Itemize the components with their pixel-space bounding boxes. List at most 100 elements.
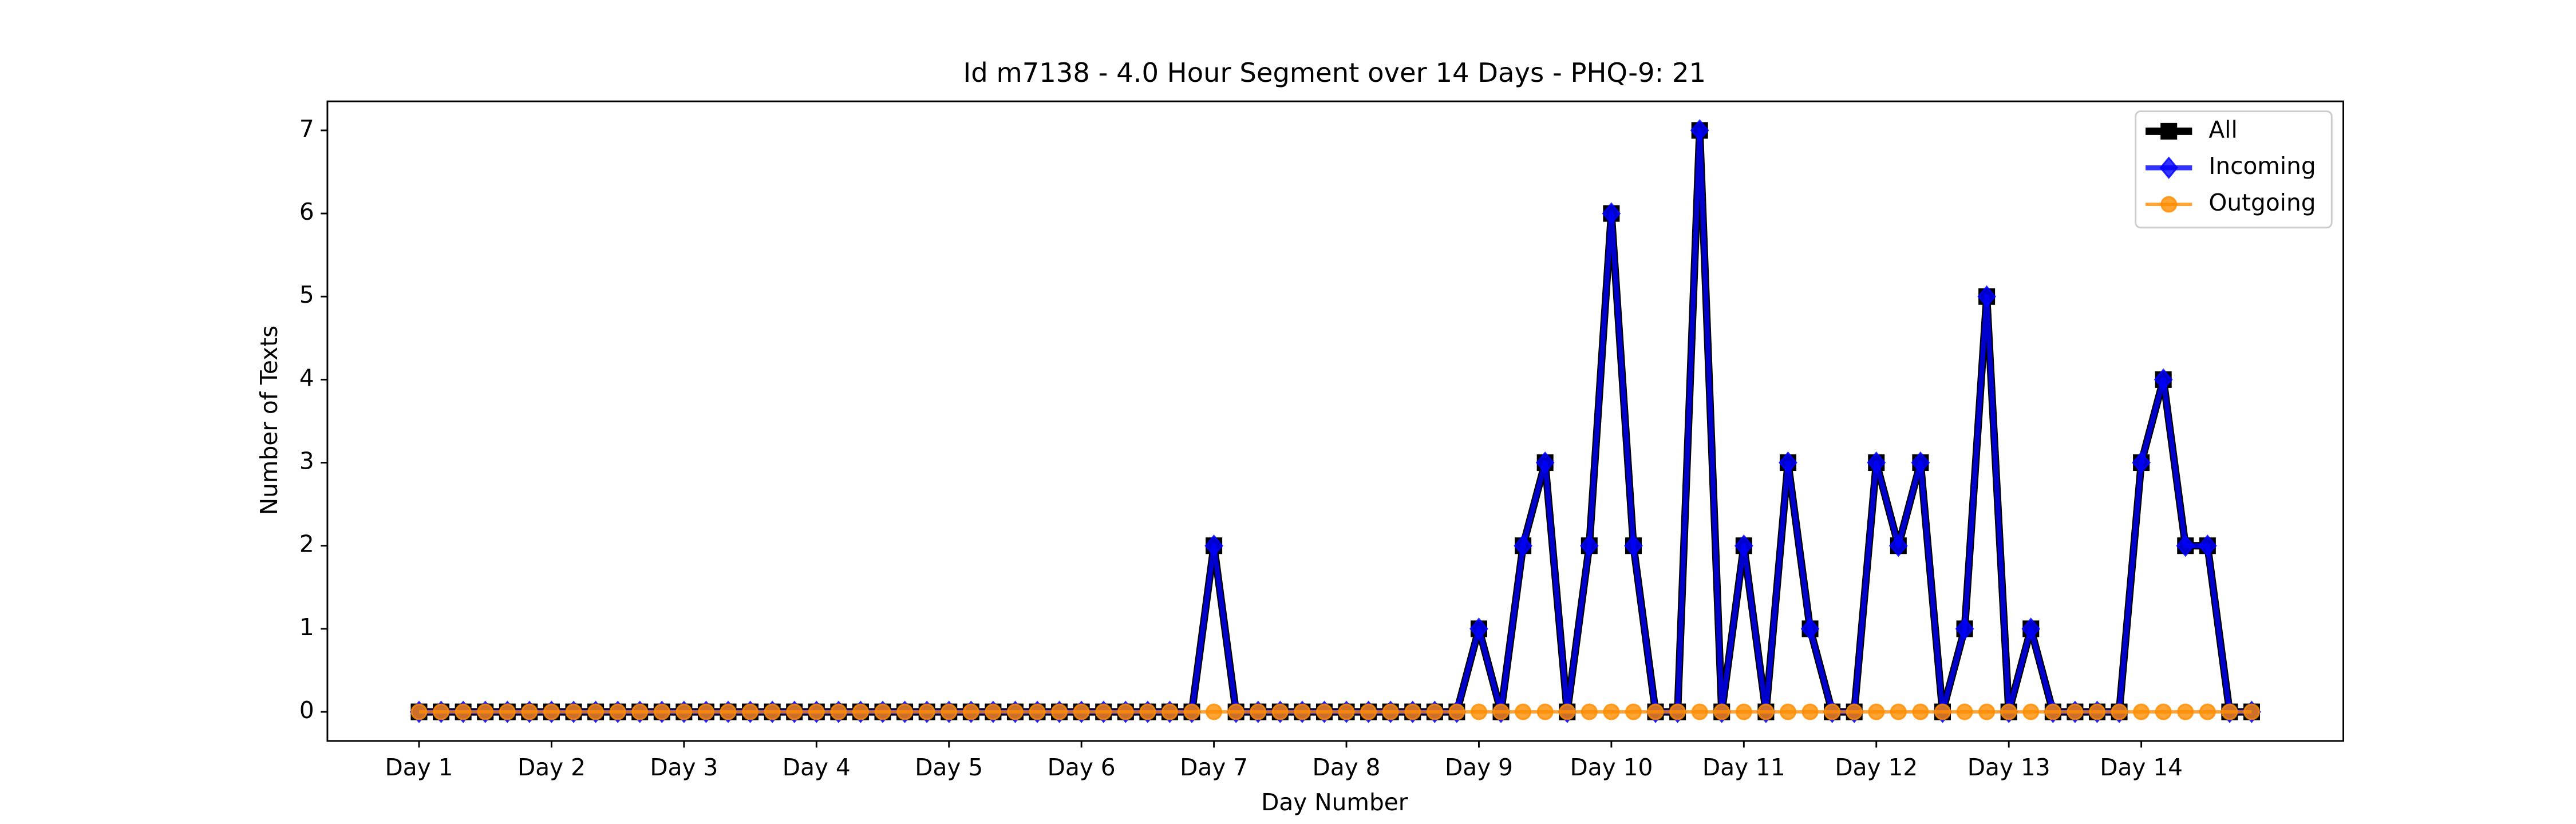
marker <box>2067 703 2084 720</box>
marker <box>1690 119 1709 142</box>
marker <box>1271 703 1289 720</box>
marker <box>2176 534 2195 557</box>
marker <box>1404 703 1421 720</box>
marker <box>985 703 1002 720</box>
marker <box>874 703 891 720</box>
marker <box>1536 703 1554 720</box>
marker <box>2199 703 2216 720</box>
marker <box>2155 703 2172 720</box>
marker <box>2088 703 2105 720</box>
marker <box>1691 703 1708 720</box>
marker <box>1204 534 1224 557</box>
marker <box>896 703 914 720</box>
marker <box>808 703 825 720</box>
y-tick-label: 0 <box>299 696 314 724</box>
marker <box>1514 534 1533 557</box>
marker <box>455 703 472 720</box>
marker <box>1515 703 1532 720</box>
marker <box>1073 703 1090 720</box>
marker <box>2160 196 2178 213</box>
marker <box>2221 703 2238 720</box>
marker <box>1868 703 1885 720</box>
marker <box>1800 617 1820 640</box>
legend-label: All <box>2208 116 2237 143</box>
marker <box>1734 534 1753 557</box>
marker <box>565 703 582 720</box>
marker <box>1867 451 1886 474</box>
y-tick-label: 2 <box>299 530 314 558</box>
plot-frame <box>326 100 2344 742</box>
legend-box <box>2135 110 2333 229</box>
marker <box>697 703 714 720</box>
marker <box>1669 703 1686 720</box>
marker <box>1846 703 1863 720</box>
x-tick-label: Day 4 <box>783 754 851 781</box>
x-tick-label: Day 12 <box>1835 754 1918 781</box>
marker <box>1647 703 1664 720</box>
marker <box>1801 703 1819 720</box>
marker <box>852 703 869 720</box>
marker <box>1978 703 1996 720</box>
marker <box>1581 703 1598 720</box>
x-tick-label: Day 2 <box>517 754 586 781</box>
marker <box>1469 617 1488 640</box>
marker <box>1934 703 1951 720</box>
marker <box>1183 703 1200 720</box>
marker <box>1139 703 1156 720</box>
marker <box>1051 703 1068 720</box>
marker <box>1603 703 1620 720</box>
marker <box>1977 285 1997 308</box>
marker <box>1492 703 1510 720</box>
marker <box>1206 703 1223 720</box>
x-tick-label: Day 5 <box>915 754 983 781</box>
x-tick-label: Day 8 <box>1313 754 1381 781</box>
y-tick-label: 5 <box>299 281 314 308</box>
marker <box>1890 703 1907 720</box>
marker <box>2159 156 2179 179</box>
marker <box>720 703 737 720</box>
marker <box>1161 703 1178 720</box>
marker <box>2000 703 2017 720</box>
marker <box>477 703 494 720</box>
marker <box>653 703 670 720</box>
marker <box>410 703 428 720</box>
marker <box>918 703 935 720</box>
marker <box>2177 703 2194 720</box>
marker <box>1955 617 1974 640</box>
marker <box>786 703 803 720</box>
marker <box>587 703 605 720</box>
marker <box>1535 451 1555 474</box>
y-axis-label: Number of Texts <box>255 326 283 516</box>
y-tick-label: 1 <box>299 613 314 641</box>
marker <box>1315 703 1333 720</box>
marker <box>1824 703 1841 720</box>
marker <box>1448 703 1465 720</box>
legend-label: Incoming <box>2208 152 2316 180</box>
marker <box>2133 703 2150 720</box>
marker <box>2021 617 2041 640</box>
marker <box>1625 703 1642 720</box>
marker <box>1029 703 1046 720</box>
marker <box>1956 703 1973 720</box>
marker <box>1579 534 1599 557</box>
marker <box>521 703 538 720</box>
x-tick-label: Day 11 <box>1702 754 1785 781</box>
x-tick-label: Day 14 <box>2100 754 2183 781</box>
marker <box>1294 703 1311 720</box>
marker <box>2022 703 2040 720</box>
x-tick-label: Day 7 <box>1180 754 1248 781</box>
marker <box>631 703 649 720</box>
marker <box>675 703 693 720</box>
x-axis-label: Day Number <box>1261 789 1408 816</box>
marker <box>609 703 626 720</box>
marker <box>1779 703 1796 720</box>
marker <box>1911 451 1930 474</box>
marker <box>499 703 516 720</box>
marker <box>1338 703 1355 720</box>
marker <box>1912 703 1929 720</box>
marker <box>2198 534 2217 557</box>
marker <box>2111 703 2128 720</box>
legend-label: Outgoing <box>2208 189 2316 216</box>
marker <box>1602 202 1621 225</box>
